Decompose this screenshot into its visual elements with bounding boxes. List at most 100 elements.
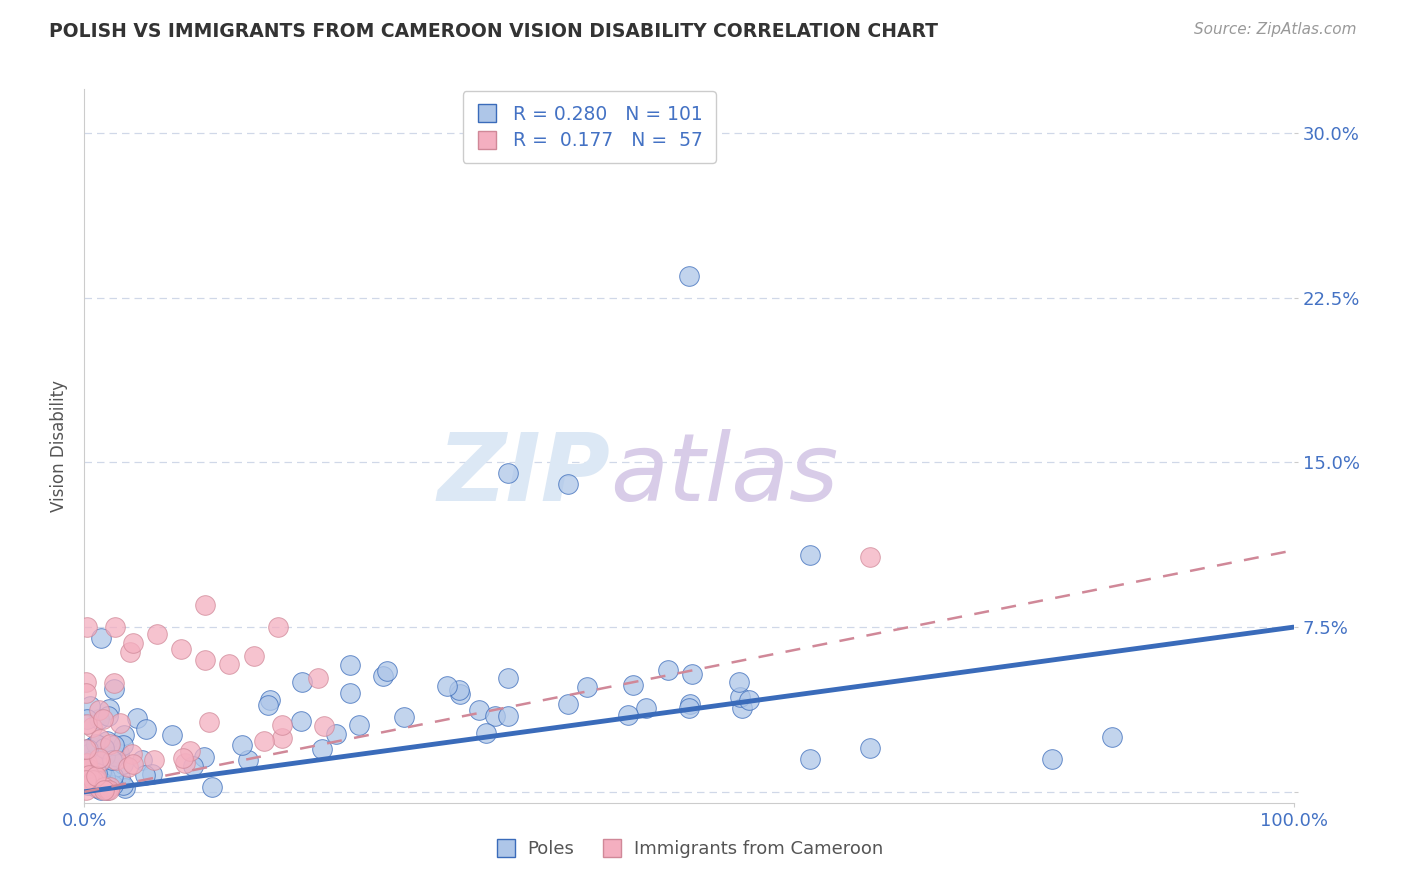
Point	[141, 767, 163, 781]
Point	[75, 772, 97, 787]
Point	[271, 718, 294, 732]
Point	[89, 731, 111, 746]
Point	[108, 746, 131, 760]
Point	[621, 678, 644, 692]
Point	[75, 762, 97, 776]
Point	[84, 737, 107, 751]
Point	[859, 549, 882, 564]
Point	[97, 702, 120, 716]
Point	[94, 771, 117, 785]
Point	[75, 741, 97, 756]
Point	[86, 781, 108, 796]
Point	[96, 779, 118, 793]
Point	[91, 713, 114, 727]
Legend: Poles, Immigrants from Cameroon: Poles, Immigrants from Cameroon	[488, 833, 890, 865]
Point	[172, 751, 194, 765]
Point	[484, 709, 506, 723]
Point	[127, 711, 149, 725]
Point	[75, 782, 97, 797]
Point	[636, 701, 658, 715]
Point	[90, 767, 112, 781]
Point	[271, 731, 294, 745]
Text: POLISH VS IMMIGRANTS FROM CAMEROON VISION DISABILITY CORRELATION CHART: POLISH VS IMMIGRANTS FROM CAMEROON VISIO…	[49, 22, 938, 41]
Point	[142, 753, 165, 767]
Text: ZIP: ZIP	[437, 428, 610, 521]
Point	[179, 744, 201, 758]
Point	[83, 776, 105, 790]
Point	[98, 782, 121, 797]
Point	[121, 747, 143, 762]
Point	[575, 680, 598, 694]
Point	[104, 749, 127, 764]
Point	[373, 669, 395, 683]
Point	[87, 780, 110, 795]
Point	[1040, 752, 1063, 766]
Point	[94, 749, 117, 764]
Point	[339, 658, 361, 673]
Point	[859, 740, 882, 755]
Point	[83, 765, 105, 780]
Point	[657, 663, 679, 677]
Point	[201, 780, 224, 795]
Point	[799, 752, 821, 766]
Point	[80, 720, 103, 734]
Point	[83, 764, 105, 778]
Point	[557, 477, 579, 491]
Point	[89, 751, 111, 765]
Point	[103, 739, 125, 753]
Point	[101, 769, 124, 783]
Point	[557, 697, 579, 711]
Point	[681, 667, 703, 681]
Point	[121, 635, 143, 649]
Point	[82, 753, 104, 767]
Point	[267, 620, 290, 634]
Point	[93, 780, 115, 795]
Point	[347, 718, 370, 732]
Point	[108, 715, 131, 730]
Point	[82, 756, 104, 771]
Point	[181, 759, 204, 773]
Point	[87, 751, 110, 765]
Point	[475, 726, 498, 740]
Point	[79, 699, 101, 714]
Point	[98, 737, 121, 751]
Point	[617, 708, 640, 723]
Point	[291, 675, 314, 690]
Point	[392, 710, 415, 724]
Point	[146, 626, 169, 640]
Point	[93, 740, 115, 755]
Point	[110, 771, 132, 785]
Point	[87, 739, 110, 753]
Point	[96, 782, 118, 797]
Point	[90, 764, 112, 779]
Point	[84, 770, 107, 784]
Text: Source: ZipAtlas.com: Source: ZipAtlas.com	[1194, 22, 1357, 37]
Point	[79, 746, 101, 760]
Point	[799, 548, 821, 562]
Point	[135, 723, 157, 737]
Point	[307, 671, 329, 685]
Point	[449, 687, 471, 701]
Point	[89, 754, 111, 768]
Point	[194, 653, 217, 667]
Point	[218, 657, 240, 672]
Point	[104, 753, 127, 767]
Point	[75, 674, 97, 689]
Point	[90, 631, 112, 645]
Point	[103, 675, 125, 690]
Point	[84, 772, 107, 787]
Point	[679, 697, 702, 711]
Point	[118, 645, 141, 659]
Point	[114, 780, 136, 795]
Point	[238, 753, 260, 767]
Point	[84, 764, 107, 779]
Point	[101, 778, 124, 792]
Point	[678, 701, 700, 715]
Point	[1101, 730, 1123, 744]
Point	[731, 700, 754, 714]
Point	[496, 708, 519, 723]
Point	[375, 664, 398, 678]
Point	[112, 778, 135, 792]
Point	[131, 753, 153, 767]
Point	[77, 742, 100, 756]
